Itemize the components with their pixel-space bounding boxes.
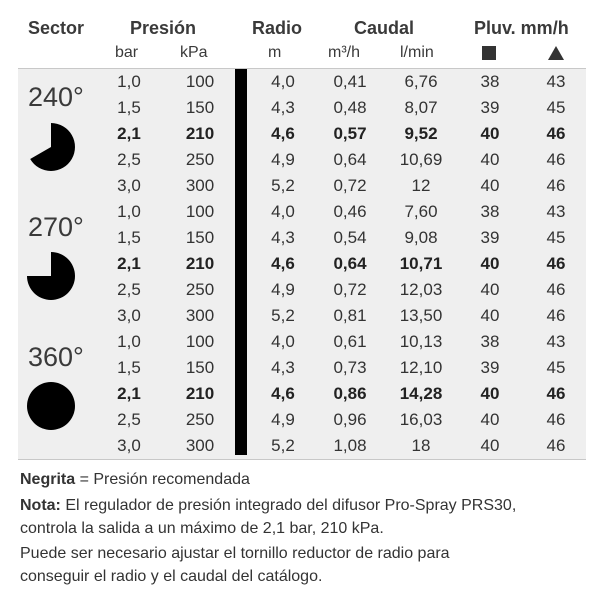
sector-group-2 bbox=[18, 329, 586, 459]
unit-m3h: m³/h bbox=[328, 44, 360, 61]
legend-rest: = Presión recomendada bbox=[75, 471, 250, 488]
triangle-icon bbox=[548, 46, 564, 60]
nota-text-1: El regulador de presión integrado del di… bbox=[60, 497, 517, 514]
sector-360-icon bbox=[27, 382, 75, 430]
sector-240-icon bbox=[30, 123, 75, 171]
sector-270-icon bbox=[27, 252, 75, 300]
header-caudal: Caudal bbox=[354, 18, 415, 38]
column-separator-bar bbox=[235, 69, 247, 455]
header-radio: Radio bbox=[252, 18, 303, 38]
nota-line-1: Nota: El regulador de presión integrado … bbox=[20, 497, 516, 515]
sector-angle: 270° bbox=[28, 212, 84, 242]
note-line-4: conseguir el radio y el caudal del catál… bbox=[20, 568, 323, 585]
sector-group-1 bbox=[18, 199, 586, 329]
legend-bold: Negrita bbox=[20, 471, 76, 488]
nota-label: Nota: bbox=[20, 497, 61, 514]
sector-angle: 240° bbox=[28, 82, 84, 112]
header-presion: Presión bbox=[130, 18, 197, 38]
sector-group-0 bbox=[18, 69, 586, 199]
unit-lmin: l/min bbox=[400, 44, 434, 61]
header-sector: Sector bbox=[28, 18, 85, 38]
unit-m: m bbox=[268, 44, 282, 61]
unit-bar: bar bbox=[115, 44, 139, 61]
table-divider bbox=[18, 459, 586, 460]
note-line-3: Puede ser necesario ajustar el tornillo … bbox=[20, 545, 450, 562]
nota-line-2: controla la salida a un máximo de 2,1 ba… bbox=[20, 520, 384, 537]
table-divider bbox=[18, 68, 586, 69]
unit-kpa: kPa bbox=[180, 44, 208, 61]
header-pluv: Pluv. mm/h bbox=[474, 18, 569, 38]
legend-note: Negrita = Presión recomendada bbox=[20, 471, 250, 489]
sector-angle: 360° bbox=[28, 342, 84, 372]
square-icon bbox=[482, 46, 496, 60]
